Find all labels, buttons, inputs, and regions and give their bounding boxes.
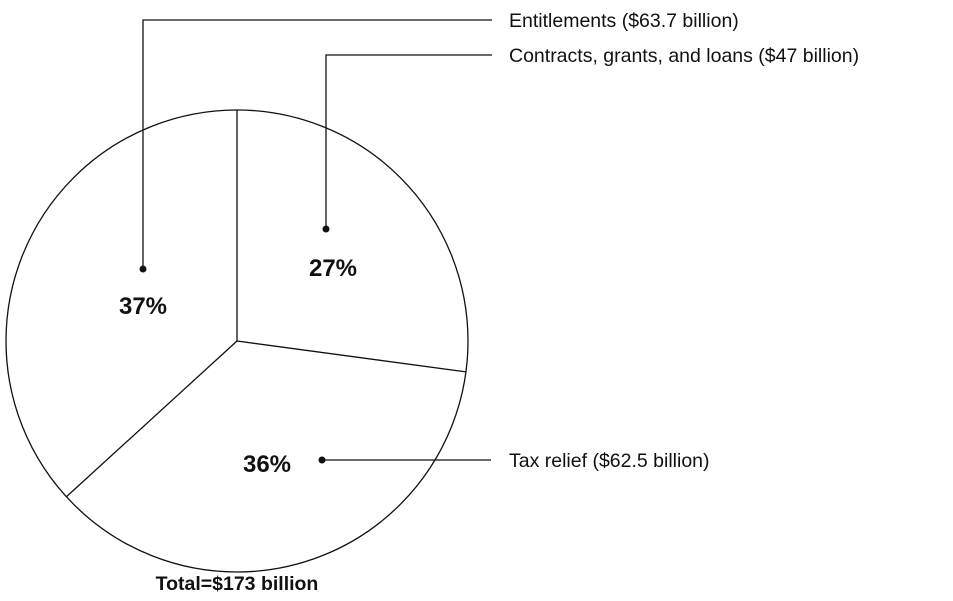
- leader-line-entitlements: [142, 19, 492, 269]
- divider-tax-entitlements: [65, 340, 238, 498]
- total-label: Total=$173 billion: [156, 573, 319, 595]
- slice-dividers: [65, 110, 467, 498]
- leader-line-contracts: [325, 54, 492, 229]
- leader-dot-contracts: [322, 225, 330, 233]
- percent-label-entitlements: 37%: [119, 293, 167, 320]
- slice-label-tax-relief: Tax relief ($62.5 billion): [509, 450, 710, 472]
- percent-label-contracts: 27%: [309, 255, 357, 282]
- slice-label-contracts: Contracts, grants, and loans ($47 billio…: [509, 45, 859, 67]
- percent-label-tax-relief: 36%: [243, 451, 291, 478]
- leader-dot-tax-relief: [318, 456, 326, 464]
- divider-contracts-tax: [236, 340, 467, 373]
- slice-label-entitlements: Entitlements ($63.7 billion): [509, 10, 739, 32]
- leader-dot-entitlements: [139, 265, 147, 273]
